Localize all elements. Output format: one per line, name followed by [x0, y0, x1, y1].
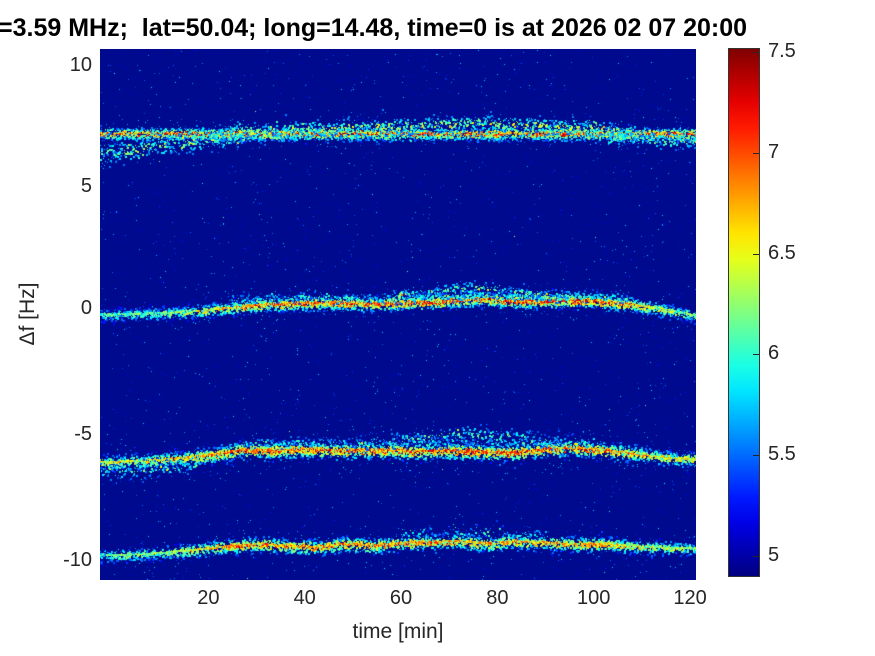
x-tick-label: 40 [293, 587, 316, 609]
colorbar-tick-label: 7.5 [768, 40, 796, 62]
colorbar-tick-mark [753, 52, 759, 53]
colorbar-tick-label: 7 [768, 140, 780, 163]
colorbar-tick-mark [753, 455, 759, 456]
y-tick-label: -10 [63, 549, 92, 571]
colorbar-tick-label: 5 [768, 544, 780, 566]
y-tick-label: 5 [80, 175, 92, 197]
colorbar-tick-label: 6.5 [768, 241, 796, 264]
colorbar-tick-mark [753, 153, 759, 154]
y-tick-label: -5 [74, 423, 92, 445]
x-axis-label: time [min] [352, 620, 444, 643]
colorbar [728, 48, 760, 577]
y-axis-label: Δf [Hz] [16, 282, 39, 346]
y-tick-label: 0 [80, 297, 92, 319]
colorbar-tick-mark [753, 556, 759, 557]
x-tick-label: 100 [577, 587, 611, 609]
x-tick-label: 20 [197, 587, 220, 609]
x-tick-label: 60 [389, 587, 413, 609]
x-tick-label: 80 [486, 587, 509, 609]
x-tick-label: 120 [673, 587, 707, 609]
spectrogram-plot [100, 49, 696, 580]
colorbar-tick-label: 5.5 [768, 443, 796, 466]
colorbar-tick-label: 6 [768, 342, 780, 365]
colorbar-tick-mark [753, 354, 759, 355]
y-tick-label: 10 [69, 54, 92, 76]
colorbar-tick-mark [753, 254, 759, 255]
figure-title: =3.59 MHz; lat=50.04; long=14.48, time=0… [0, 14, 748, 42]
